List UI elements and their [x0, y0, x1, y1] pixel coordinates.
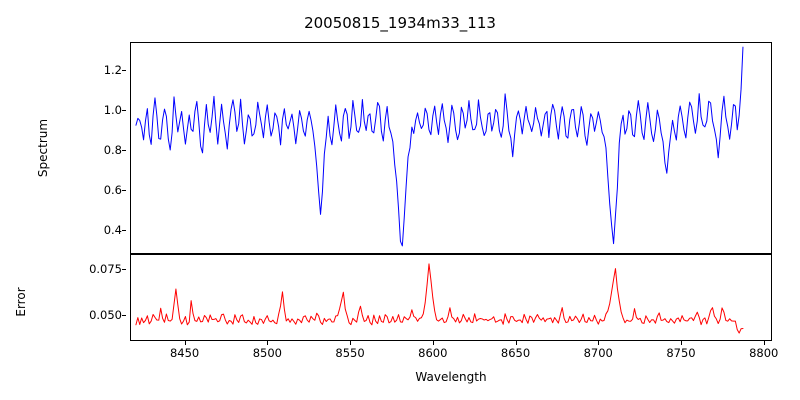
y-tick-label: 0.075: [89, 261, 122, 276]
x-tick-label: 8550: [335, 346, 365, 360]
y-tick-label: 0.050: [89, 308, 122, 323]
x-tick-mark: [680, 341, 683, 345]
x-tick-label: 8800: [749, 346, 779, 360]
x-axis-label: Wavelength: [415, 370, 487, 384]
y-tick-label: 0.4: [103, 223, 122, 237]
y-axis-label-error: Error: [14, 287, 28, 317]
y-tick-mark: [122, 190, 126, 192]
y-axis-label-spectrum: Spectrum: [36, 118, 50, 178]
y-tick-label: 1.0: [103, 103, 122, 117]
y-tick-mark: [122, 268, 126, 270]
x-tick-mark: [515, 341, 517, 345]
spectrum-plot-panel: [130, 42, 772, 254]
y-tick-label: 0.6: [103, 183, 122, 197]
spectrum-line-series: [131, 43, 771, 253]
error-line-series: [131, 255, 771, 340]
spectrum-trace: [136, 47, 743, 246]
y-tick-label: 0.8: [103, 143, 122, 157]
x-tick-label: 8600: [418, 346, 448, 360]
x-tick-label: 8750: [666, 346, 696, 360]
y-tick-mark: [122, 110, 126, 112]
y-tick-label: 1.2: [103, 63, 122, 77]
error-trace: [136, 264, 743, 333]
x-tick-mark: [350, 341, 352, 345]
x-tick-mark: [432, 341, 434, 345]
figure-title: 20050815_1934m33_113: [304, 14, 496, 32]
y-tick-mark: [122, 70, 126, 72]
x-tick-mark: [598, 341, 600, 345]
error-plot-panel: [130, 254, 772, 341]
x-tick-label: 8700: [583, 346, 613, 360]
x-tick-mark: [184, 341, 186, 345]
y-tick-mark: [122, 150, 126, 152]
x-tick-label: 8650: [500, 346, 531, 360]
x-tick-label: 8500: [252, 346, 282, 360]
x-tick-label: 8450: [169, 346, 200, 360]
y-tick-mark: [122, 315, 126, 317]
x-tick-mark: [267, 341, 269, 345]
x-tick-mark: [763, 341, 765, 345]
y-tick-mark: [122, 230, 126, 232]
